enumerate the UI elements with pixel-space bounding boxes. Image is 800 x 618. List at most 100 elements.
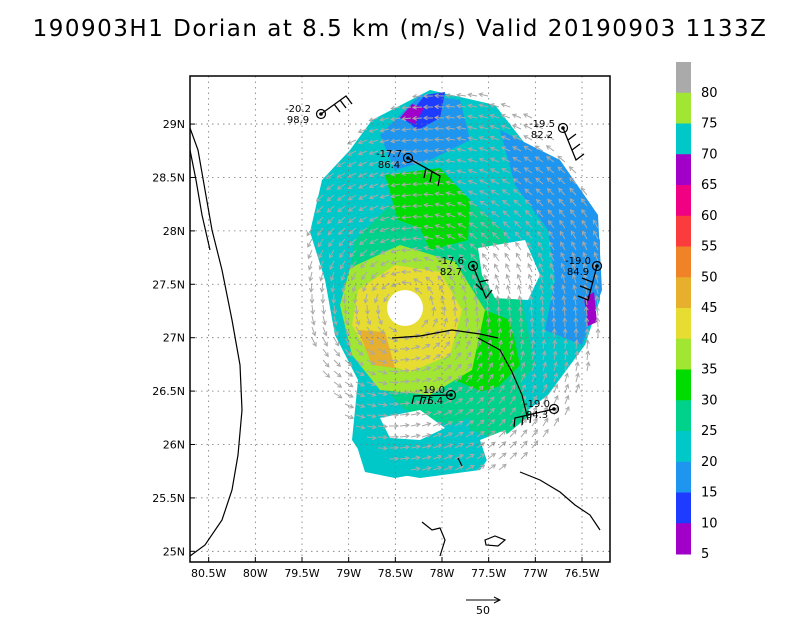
wind-vector-arrow <box>360 260 368 269</box>
wind-vector-arrow <box>492 242 500 251</box>
colorbar-level-label: 50 <box>701 270 718 285</box>
wind-vector-arrow <box>445 158 456 164</box>
wind-vector-arrow <box>491 221 500 229</box>
wind-vector-arrow <box>517 284 522 295</box>
wind-vector-arrow <box>328 249 335 259</box>
wind-vector-arrow <box>411 148 423 154</box>
wind-vector-arrow <box>443 421 453 427</box>
wind-vector-arrow <box>311 326 317 337</box>
wind-vector-arrow <box>474 305 480 317</box>
wind-vector-arrow <box>432 317 438 328</box>
wind-vector-arrow <box>310 304 316 315</box>
wind-vector-arrow <box>456 125 467 131</box>
wind-vector-arrow <box>467 168 478 174</box>
wind-barb-icon <box>577 265 598 301</box>
lon-tick-label: 77.5W <box>471 567 506 580</box>
wind-vector-arrow <box>340 260 346 270</box>
wind-vector-arrow <box>572 295 578 306</box>
wind-vector-arrow <box>553 383 559 394</box>
wind-vector-arrow <box>524 209 533 218</box>
hurricane-eye <box>387 290 423 326</box>
wind-vector-arrow <box>550 295 556 306</box>
wind-vector-arrow <box>560 251 566 262</box>
wind-vector-arrow <box>478 157 489 163</box>
wind-vector-arrow <box>457 233 467 240</box>
wind-vector-arrow <box>527 262 533 273</box>
wind-vector-arrow <box>411 104 423 110</box>
wind-vector-arrow <box>491 231 500 240</box>
wind-vector-arrow <box>464 317 470 328</box>
wind-vector-arrow <box>422 148 434 154</box>
wind-vector-arrow <box>414 287 423 295</box>
wind-vector-arrow <box>520 361 526 372</box>
wind-vector-arrow <box>569 187 577 196</box>
wind-vector-arrow <box>501 189 511 196</box>
wind-vector-arrow <box>443 364 452 372</box>
wind-vector-arrow <box>595 327 601 338</box>
wind-vector-arrow <box>524 188 533 196</box>
wind-vector-arrow <box>344 337 351 347</box>
wind-vector-arrow <box>316 216 324 225</box>
wind-vector-arrow <box>549 273 555 284</box>
wind-vector-arrow <box>379 216 390 222</box>
wind-vector-arrow <box>498 452 507 460</box>
wind-vector-arrow <box>496 316 502 328</box>
wind-vector-arrow <box>410 367 421 372</box>
wind-vector-arrow <box>542 428 549 438</box>
wind-vector-arrow <box>584 338 590 350</box>
wind-vector-arrow <box>322 315 327 326</box>
wind-vector-arrow <box>411 236 423 241</box>
wind-vector-arrow <box>458 254 467 262</box>
wind-vector-arrow <box>500 113 511 119</box>
wind-vector-arrow <box>489 124 500 130</box>
wind-vector-arrow <box>437 275 445 284</box>
wind-vector-arrow <box>476 362 483 372</box>
wind-vector-arrow <box>478 168 489 174</box>
wind-vector-arrow <box>401 105 412 111</box>
wind-vector-arrow <box>400 247 412 253</box>
wind-vector-arrow <box>582 230 588 240</box>
wind-vector-arrow <box>423 213 434 219</box>
wind-vector-arrow <box>476 351 482 361</box>
wind-vector-arrow <box>432 388 442 394</box>
wind-vector-arrow <box>564 405 570 416</box>
wind-vector-arrow <box>489 113 500 119</box>
colorbar-segment <box>676 400 691 432</box>
wind-vector-arrow <box>412 278 423 284</box>
wind-vector-arrow <box>465 442 475 449</box>
wind-vector-arrow <box>542 383 548 394</box>
wind-vector-arrow <box>445 114 456 120</box>
wind-vector-arrow <box>553 361 558 372</box>
wind-vector-arrow <box>339 249 346 259</box>
wind-vector-arrow <box>500 135 511 141</box>
wind-vector-arrow <box>498 339 503 350</box>
wind-vector-arrow <box>561 295 567 306</box>
wind-vector-arrow <box>368 216 379 222</box>
wind-vector-arrow <box>358 194 368 200</box>
dropsonde-value-top: -20.2 <box>285 104 311 115</box>
wind-vector-arrow <box>377 348 388 354</box>
wind-vector-arrow <box>429 295 434 306</box>
colorbar-segment <box>676 92 691 124</box>
wind-vector-arrow <box>562 316 568 328</box>
wind-vector-arrow <box>411 192 422 198</box>
wind-vector-arrow <box>557 155 566 163</box>
wind-vector-arrow <box>487 452 497 460</box>
wind-vector-arrow <box>516 262 522 273</box>
colorbar-segment <box>676 431 691 463</box>
wind-vector-arrow <box>494 263 500 273</box>
wind-vector-arrow <box>410 455 421 461</box>
wind-vector-arrow <box>534 156 544 163</box>
wind-vector-arrow <box>447 264 456 273</box>
wind-vector-arrow <box>326 183 335 191</box>
wind-vector-arrow <box>495 295 501 306</box>
dropsonde-value-bottom: 82.7 <box>440 267 462 278</box>
wind-vector-arrow <box>553 394 559 405</box>
wind-vector-arrow <box>344 403 355 409</box>
wind-vector-arrow <box>575 383 581 394</box>
wind-vector-arrow <box>572 284 578 295</box>
wind-vector-arrow <box>456 201 467 207</box>
wind-vector-arrow <box>443 341 451 350</box>
wind-vector-arrow <box>368 194 379 200</box>
wind-vector-arrow <box>322 348 329 358</box>
